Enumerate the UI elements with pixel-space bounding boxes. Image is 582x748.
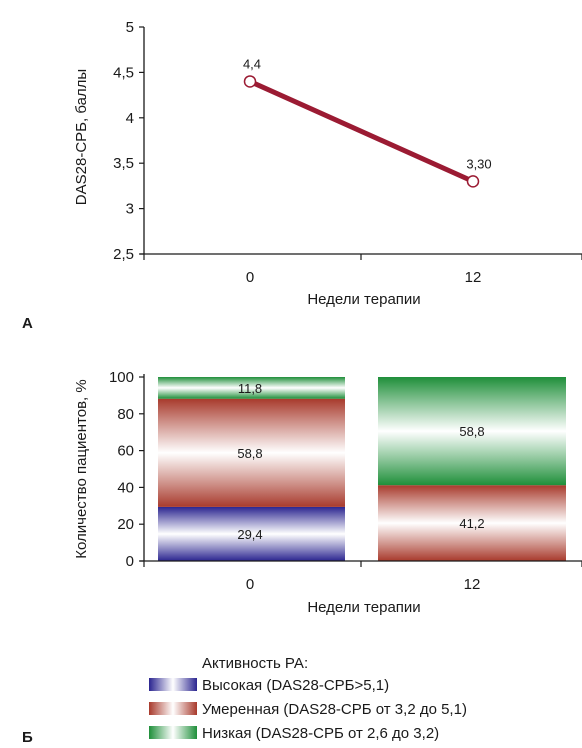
y-tick-label: 100 [109,369,134,386]
bar-segment-moderate [378,485,566,561]
bar-segment-moderate [158,398,345,507]
y-tick-label: 5 [126,19,134,36]
line-chart-x-axis-label: Недели терапии [307,291,420,308]
stacked-bar-chart-data-labels: 29,4 58,8 11,8 41,2 58,8 [237,381,484,542]
y-tick-label: 80 [117,406,134,423]
line-chart-y-axis-label: DAS28-СРБ, баллы [73,69,90,205]
data-label: 4,4 [243,56,261,71]
line-chart-x-ticks: 0 12 [143,254,582,286]
y-tick-label: 2,5 [113,246,134,263]
legend-item-label: Низкая (DAS28-СРБ от 2,6 до 3,2) [202,725,439,742]
line-chart-panel: 2,5 3 3,5 4 4,5 5 0 12 4,4 3,30 DAS28-СРБ, балл… [22,19,582,332]
bar-data-label: 29,4 [237,527,262,542]
stacked-bar-chart-panel: 0 20 40 60 80 100 0 12 29,4 58,8 11,8 41,2 58,8 Ко… [22,369,582,746]
legend: Активность РА: Высокая (DAS28-СРБ>5,1) Ум… [149,655,467,742]
x-tick-label: 0 [246,576,254,593]
line-chart-series: 4,4 3,30 [243,56,492,188]
y-tick-label: 60 [117,443,134,460]
x-tick-label: 12 [465,269,482,286]
series-line [247,78,476,184]
x-tick-label: 12 [464,576,481,593]
legend-swatch-moderate [149,702,197,715]
legend-title: Активность РА: [202,655,308,672]
bar-data-label: 58,8 [237,446,262,461]
legend-swatch-high [149,678,197,691]
stacked-bar-chart-y-ticks: 0 20 40 60 80 100 [109,369,144,570]
bar-data-label: 58,8 [459,424,484,439]
line-chart-axes [140,27,582,255]
y-tick-label: 4 [126,110,134,127]
y-tick-label: 3 [126,201,134,218]
line-chart-y-ticks: 2,5 3 3,5 4 4,5 5 [113,19,144,263]
panel-b-letter: Б [22,729,33,746]
y-tick-label: 3,5 [113,155,134,172]
bar-segment-low [378,377,566,486]
panel-a-letter: А [22,315,33,332]
y-tick-label: 0 [126,553,134,570]
y-tick-label: 20 [117,516,134,533]
x-tick-label: 0 [246,269,254,286]
data-label: 3,30 [466,156,491,171]
bar-chart-x-axis-label: Недели терапии [307,599,420,616]
bar-chart-y-axis-label: Количество пациентов, % [73,379,90,558]
bar-data-label: 11,8 [238,381,262,396]
bar-segment-low [158,377,345,399]
y-tick-label: 4,5 [113,64,134,81]
data-point [243,75,257,88]
data-point [466,175,480,188]
y-tick-label: 40 [117,479,134,496]
legend-item-label: Умеренная (DAS28-СРБ от 3,2 до 5,1) [202,701,467,718]
legend-item-label: Высокая (DAS28-СРБ>5,1) [202,677,389,694]
stacked-bar-chart-x-ticks: 0 12 [143,561,582,593]
stacked-bar-chart-bars [158,377,566,561]
bar-segment-high [158,506,345,561]
legend-swatch-low [149,726,197,739]
bar-data-label: 41,2 [459,516,484,531]
